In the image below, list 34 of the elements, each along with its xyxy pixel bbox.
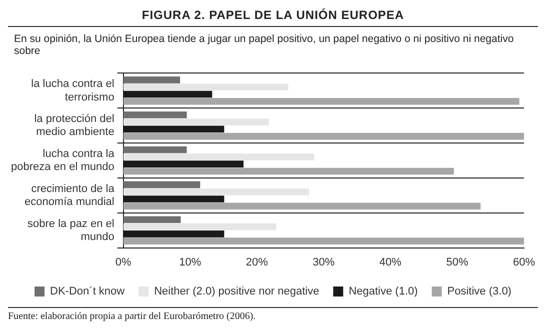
- bar: [123, 98, 520, 105]
- source-note: Fuente: elaboración propia a partir del Eurobarómetro (2006).: [8, 307, 538, 322]
- bar: [123, 154, 314, 160]
- y-tick-label: la protección del medio ambiente: [34, 113, 114, 138]
- bar: [123, 216, 181, 224]
- x-tick-label: 10%: [179, 256, 202, 268]
- x-tick-label: 60%: [512, 256, 536, 268]
- chart-subtitle: En su opinión, la Unión Europea tiende a jugar un papel positivo, un papel negativo o ni positivo ni negativo sobre: [14, 33, 515, 57]
- x-tick-label: 40%: [379, 256, 402, 268]
- y-tick-label: sobre la paz en el mundo: [28, 218, 114, 243]
- bar: [123, 132, 524, 140]
- bar: [123, 223, 276, 230]
- legend-label: Positive (3.0): [447, 286, 512, 298]
- bar: [123, 76, 180, 84]
- bar: [123, 168, 454, 175]
- chart-title: FIGURA 2. PAPEL DE LA UNIÓN EUROPEA: [8, 8, 538, 27]
- x-tick-label: 30%: [312, 256, 335, 268]
- bar: [123, 111, 187, 118]
- x-tick-label: 0%: [115, 256, 132, 268]
- legend-label: DK-Don´t know: [50, 286, 125, 298]
- x-tick-label: 50%: [446, 256, 468, 268]
- y-tick-label: lucha contra la pobreza en el mundo: [10, 148, 116, 174]
- bar: [123, 188, 309, 196]
- y-tick-label: la lucha contra el terrorismo: [31, 78, 114, 104]
- y-tick-label: crecimiento de la economía mundial: [24, 182, 116, 208]
- bar: [123, 202, 481, 210]
- bar: [123, 146, 187, 154]
- legend-label: Negative (1.0): [348, 286, 418, 298]
- bar: [123, 238, 524, 244]
- bar: [123, 181, 200, 188]
- bar: [123, 84, 288, 90]
- legend-label: Neither (2.0) positive nor negative: [154, 286, 320, 298]
- x-tick-label: 20%: [246, 256, 268, 268]
- bar: [123, 118, 269, 126]
